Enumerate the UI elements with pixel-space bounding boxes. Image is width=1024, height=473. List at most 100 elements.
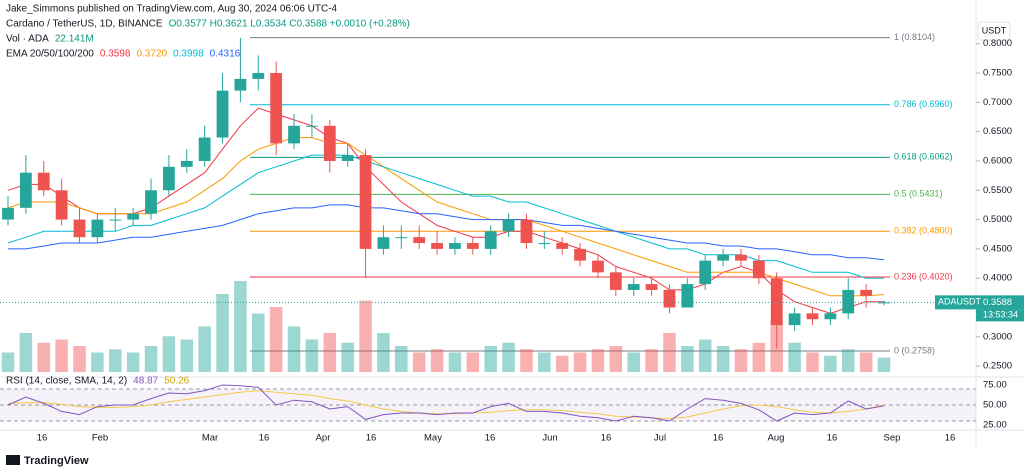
rsi-ma-value: 50.26 xyxy=(164,376,189,387)
volume-bar xyxy=(234,281,247,372)
x-tick-label: Jun xyxy=(542,433,557,444)
candle-body xyxy=(717,254,730,261)
volume-bar xyxy=(323,333,337,372)
y-tick-label: 0.6000 xyxy=(983,155,1012,166)
fib-label: 1 (0.8104) xyxy=(894,32,935,42)
candle-body xyxy=(806,313,819,320)
volume-value: 22.141M xyxy=(55,34,94,45)
ema-value: 0.3998 xyxy=(173,49,204,60)
volume-bar xyxy=(144,346,158,372)
volume-bar xyxy=(412,352,426,372)
candle-body xyxy=(341,155,354,161)
volume-bar xyxy=(109,349,122,372)
candle-body xyxy=(574,248,586,261)
rsi-tick-label: 25.00 xyxy=(983,420,1007,431)
candle-body xyxy=(162,166,175,191)
volume-bar xyxy=(448,352,462,372)
volume-bar xyxy=(341,342,354,372)
x-tick-label: 16 xyxy=(366,433,377,444)
countdown-box xyxy=(976,309,1024,322)
candle-body xyxy=(502,219,515,232)
volume-bar xyxy=(716,346,730,372)
candle-body xyxy=(592,260,604,273)
y-tick-label: 0.4000 xyxy=(983,273,1012,284)
ema-value: 0.3720 xyxy=(136,49,167,60)
fib-label: 0.786 (0.6960) xyxy=(894,99,953,109)
volume-bar xyxy=(91,352,104,372)
x-tick-label: Aug xyxy=(768,433,785,444)
volume-bar xyxy=(645,349,658,372)
candle-body xyxy=(752,260,765,279)
candle-body xyxy=(73,219,86,238)
candle-body xyxy=(466,243,479,249)
fib-label: 0.5 (0.5431) xyxy=(894,189,943,199)
volume-bar xyxy=(609,346,623,372)
volume-bar xyxy=(162,336,176,372)
volume-bar xyxy=(484,346,497,372)
x-tick-label: 16 xyxy=(713,433,724,444)
volume-bar xyxy=(627,352,640,372)
candle-body xyxy=(37,172,50,191)
x-tick-label: Apr xyxy=(316,433,331,444)
volume-bar xyxy=(359,300,372,372)
volume-bar xyxy=(430,349,444,372)
rsi-line xyxy=(7,384,885,422)
candle-body xyxy=(645,284,658,290)
author-line: Jake_Simmons published on TradingView.co… xyxy=(6,4,338,15)
candle-body xyxy=(538,243,551,245)
x-tick-label: 16 xyxy=(485,433,496,444)
volume-bar xyxy=(198,326,211,372)
candle-body xyxy=(663,289,676,308)
candle-body xyxy=(127,213,140,220)
candle-body xyxy=(735,254,747,261)
fib-label: 0.236 (0.4020) xyxy=(894,271,953,281)
candle-body xyxy=(484,231,497,249)
volume-bar xyxy=(520,349,533,372)
candle-body xyxy=(878,302,890,304)
candle-body xyxy=(395,237,408,239)
rsi-legend: RSI (14, close, SMA, 14, 2) xyxy=(6,376,127,387)
candle-body xyxy=(556,243,569,249)
volume-bar xyxy=(788,342,801,372)
volume-bar xyxy=(466,352,480,372)
x-tick-label: 16 xyxy=(601,433,612,444)
volume-bar xyxy=(55,339,68,372)
volume-bar xyxy=(1,352,15,372)
volume-bar xyxy=(824,355,837,372)
volume-bar xyxy=(538,352,551,372)
ohlc-values: O0.3577 H0.3621 L0.3534 C0.3588 +0.0010 … xyxy=(169,19,410,30)
volume-bar xyxy=(377,333,390,372)
candle-body xyxy=(377,237,390,249)
currency-box xyxy=(977,21,1011,41)
candle-body xyxy=(627,284,640,290)
candle-body xyxy=(431,243,443,249)
candle-body xyxy=(109,219,122,221)
x-tick-label: 16 xyxy=(945,433,956,444)
candle-body xyxy=(288,125,300,144)
candle-body xyxy=(91,219,104,238)
candle-body xyxy=(788,313,801,326)
volume-bar xyxy=(19,333,33,372)
volume-bar xyxy=(395,346,408,372)
rsi-tick-label: 75.00 xyxy=(983,380,1007,391)
candle-body xyxy=(681,284,694,308)
rsi-value: 48.87 xyxy=(133,376,158,387)
currency: USDT xyxy=(982,25,1007,35)
x-tick-label: 16 xyxy=(259,433,270,444)
candle-body xyxy=(824,313,837,320)
candle-body xyxy=(609,272,622,290)
fib-label: 0 (0.2758) xyxy=(894,345,935,355)
volume-bar xyxy=(663,333,676,372)
volume-legend: Vol · ADA xyxy=(6,34,49,45)
ema-value: 0.4316 xyxy=(210,49,241,60)
candle-body xyxy=(413,237,426,244)
symbol-title: Cardano / TetherUS, 1D, BINANCE xyxy=(6,19,163,30)
x-tick-label: 16 xyxy=(37,433,48,444)
y-tick-label: 0.5500 xyxy=(983,185,1012,196)
candle-body xyxy=(234,78,247,91)
volume-bar xyxy=(877,357,891,372)
ema-line xyxy=(8,204,885,261)
y-tick-label: 0.6500 xyxy=(983,126,1012,137)
volume-bar xyxy=(502,342,515,372)
